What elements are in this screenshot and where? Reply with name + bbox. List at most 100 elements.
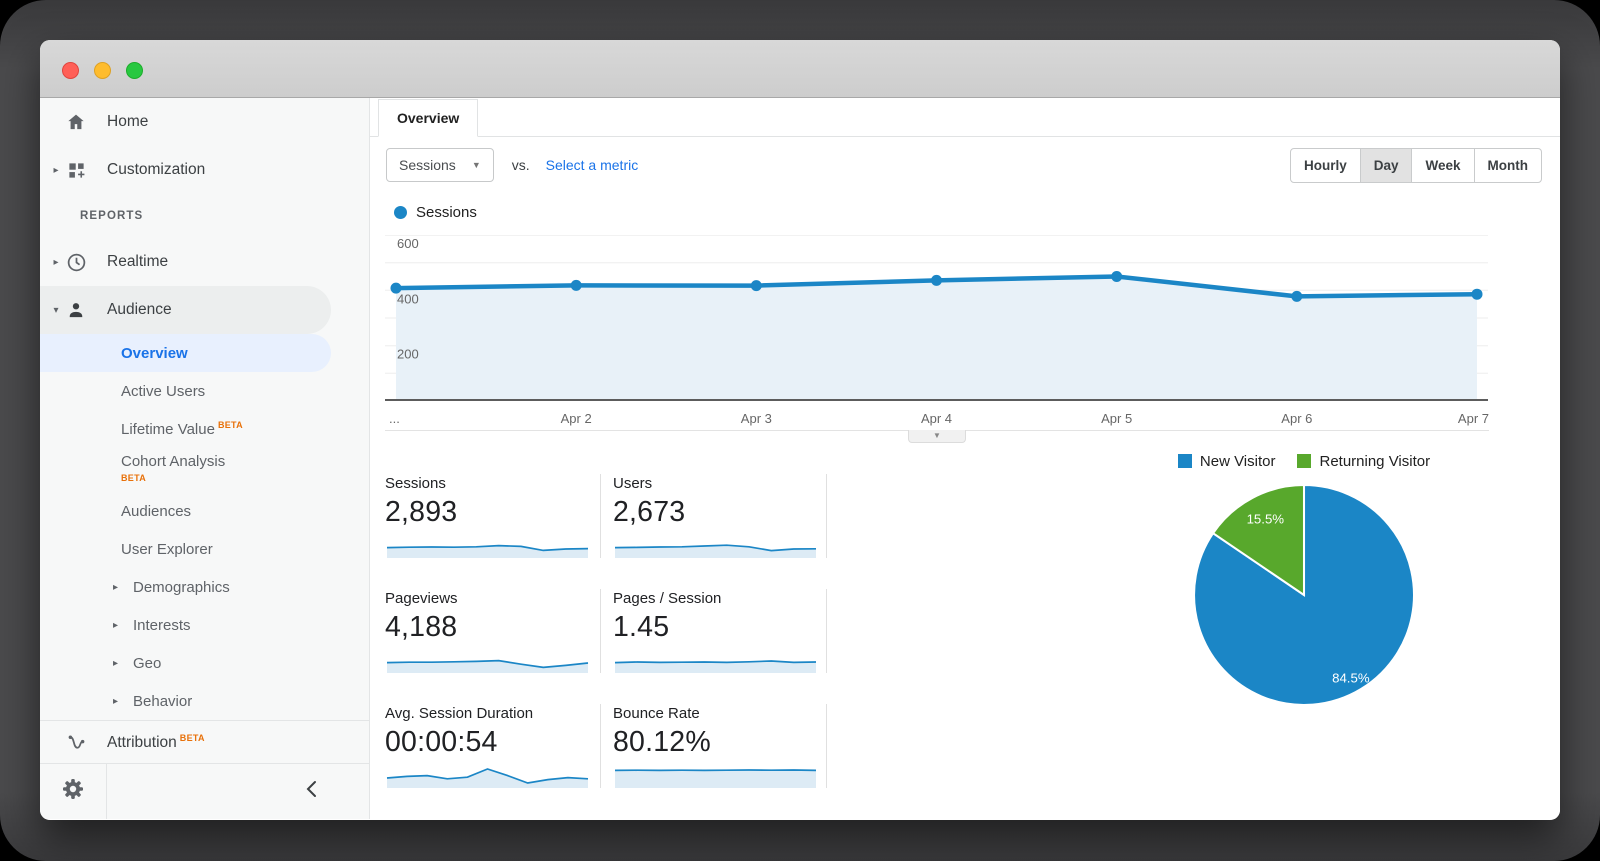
metric-sparkline: [614, 544, 817, 558]
legend-label: Returning Visitor: [1319, 452, 1431, 470]
metric-value: 00:00:54: [385, 726, 498, 758]
sidebar-item-customization[interactable]: ▸ Customization: [40, 146, 369, 194]
metric-card-pages-session: Pages / Session 1.45: [601, 589, 827, 673]
metric-label: Pages / Session: [613, 590, 722, 607]
metric-sparkline: [614, 660, 817, 673]
x-axis-tick-label: Apr 2: [560, 411, 592, 426]
metric-card-bounce-rate: Bounce Rate 80.12%: [601, 704, 827, 788]
sidebar-item-attribution[interactable]: Attribution BETA: [40, 721, 369, 764]
legend-new-visitor: New Visitor: [1177, 452, 1276, 470]
metric-card-sessions: Sessions 2,893: [385, 474, 601, 558]
metric-card-avg-session-duration: Avg. Session Duration 00:00:54: [385, 704, 601, 788]
granularity-week-button[interactable]: Week: [1411, 147, 1475, 183]
metric-value: 80.12%: [613, 726, 711, 758]
sidebar-item-demographics[interactable]: ▸ Demographics: [40, 568, 369, 606]
chevron-right-icon: ▸: [53, 256, 59, 268]
sidebar-item-lifetime-value[interactable]: Lifetime Value BETA: [40, 410, 369, 448]
svg-text:84.5%: 84.5%: [1332, 671, 1370, 686]
chevron-right-icon: ▸: [113, 619, 119, 631]
dropdown-arrow-icon: ▼: [471, 160, 481, 170]
granularity-hourly-button[interactable]: Hourly: [1289, 147, 1361, 183]
sidebar-item-label: Demographics: [133, 578, 230, 596]
minimize-window-button[interactable]: [94, 62, 111, 79]
fullscreen-window-button[interactable]: [126, 62, 143, 79]
sidebar-item-audiences[interactable]: Audiences: [40, 492, 369, 530]
sidebar-item-interests[interactable]: ▸ Interests: [40, 606, 369, 644]
returning-visitor-swatch-icon: [1297, 454, 1312, 468]
sidebar-item-label: Realtime: [107, 253, 169, 270]
sidebar-item-label: Customization: [107, 161, 206, 178]
metric-label: Pageviews: [385, 590, 458, 607]
annotations-toggle-button[interactable]: ▼: [908, 430, 966, 443]
x-axis-tick-label: Apr 3: [740, 411, 772, 426]
metric-label: Bounce Rate: [613, 705, 700, 722]
legend-label: New Visitor: [1199, 452, 1276, 470]
sidebar-item-label: Behavior: [133, 692, 193, 710]
window-titlebar: [40, 40, 1560, 98]
metric-sparkline: [386, 659, 589, 673]
svg-text:400: 400: [397, 291, 419, 306]
chevron-left-icon: [306, 780, 317, 803]
metric-selector-value: Sessions: [399, 157, 456, 173]
sidebar-item-active-users[interactable]: Active Users: [40, 372, 369, 410]
reports-section-label: REPORTS: [80, 210, 144, 222]
metric-label: Sessions: [385, 475, 446, 492]
overview-dashboard: Sessions 2,893 Users 2,673 Pageviews 4,188 Pag…: [370, 453, 1560, 788]
sidebar-item-label: Audiences: [121, 502, 192, 520]
home-icon: [65, 111, 87, 133]
beta-badge: BETA: [121, 473, 147, 483]
sidebar-item-realtime[interactable]: ▸ Realtime: [40, 238, 369, 286]
settings-button[interactable]: [40, 764, 107, 819]
metric-value: 2,673: [613, 496, 686, 528]
x-axis-tick-label: ...: [389, 411, 400, 426]
sessions-legend-dot-icon: [394, 205, 407, 219]
sidebar-item-audience[interactable]: ▾ Audience: [40, 286, 331, 334]
x-axis-tick-label: Apr 4: [920, 411, 953, 426]
pie-legend: New Visitor Returning Visitor: [1177, 452, 1431, 470]
new-visitor-swatch-icon: [1177, 454, 1192, 468]
chevron-down-icon: ▾: [53, 304, 59, 316]
sidebar-item-overview[interactable]: Overview: [40, 334, 331, 372]
sidebar-item-label: User Explorer: [121, 540, 213, 558]
sidebar-item-behavior[interactable]: ▸ Behavior: [40, 682, 369, 720]
attribution-icon: [65, 732, 87, 754]
sidebar: Home ▸ Customization REPORTS ▸ Realtime …: [40, 98, 370, 819]
x-axis-tick-label: Apr 7: [1457, 411, 1489, 426]
sidebar-item-user-explorer[interactable]: User Explorer: [40, 530, 369, 568]
sidebar-item-home[interactable]: Home: [40, 98, 369, 146]
metric-selector-dropdown[interactable]: Sessions ▼: [386, 148, 494, 182]
metric-value: 4,188: [385, 611, 458, 643]
chevron-right-icon: ▸: [113, 695, 119, 707]
visitor-type-section: New Visitor Returning Visitor 15.5% 84.5%: [1154, 452, 1454, 788]
x-axis-labels: ... Apr 2 Apr 3 Apr 4 Apr 5 Apr 6 Apr 7: [385, 406, 1489, 430]
metric-sparkline: [386, 544, 589, 558]
granularity-day-button[interactable]: Day: [1359, 147, 1413, 183]
sidebar-item-label: Cohort Analysis: [121, 453, 226, 470]
tab-bar: Overview: [370, 98, 1560, 137]
x-axis-tick-label: Apr 6: [1281, 411, 1313, 426]
visitor-type-pie-chart: 15.5% 84.5%: [1193, 484, 1415, 706]
sidebar-item-geo[interactable]: ▸ Geo: [40, 644, 369, 682]
chevron-right-icon: ▸: [53, 164, 59, 176]
close-window-button[interactable]: [62, 62, 79, 79]
sidebar-item-label: Lifetime Value: [121, 421, 215, 438]
tab-overview[interactable]: Overview: [378, 99, 479, 137]
beta-badge: BETA: [179, 732, 205, 743]
svg-text:200: 200: [397, 347, 419, 362]
sidebar-item-label: Home: [107, 113, 149, 130]
beta-badge: BETA: [217, 420, 243, 430]
sessions-legend-label: Sessions: [416, 203, 477, 221]
sidebar-item-cohort-analysis[interactable]: Cohort Analysis BETA: [40, 448, 369, 492]
app-window: Home ▸ Customization REPORTS ▸ Realtime …: [40, 40, 1560, 820]
select-a-metric-link[interactable]: Select a metric: [545, 157, 639, 173]
sidebar-item-label: Attribution: [107, 734, 177, 752]
metric-value: 1.45: [613, 611, 670, 643]
sidebar-footer: [40, 763, 369, 819]
sidebar-item-label: Geo: [133, 654, 162, 672]
collapse-sidebar-button[interactable]: [107, 764, 369, 819]
metric-cards-grid: Sessions 2,893 Users 2,673 Pageviews 4,188 Pag…: [385, 474, 827, 788]
metric-value: 2,893: [385, 496, 458, 528]
metric-label: Users: [613, 475, 653, 492]
granularity-month-button[interactable]: Month: [1473, 147, 1542, 183]
metric-card-pageviews: Pageviews 4,188: [385, 589, 601, 673]
